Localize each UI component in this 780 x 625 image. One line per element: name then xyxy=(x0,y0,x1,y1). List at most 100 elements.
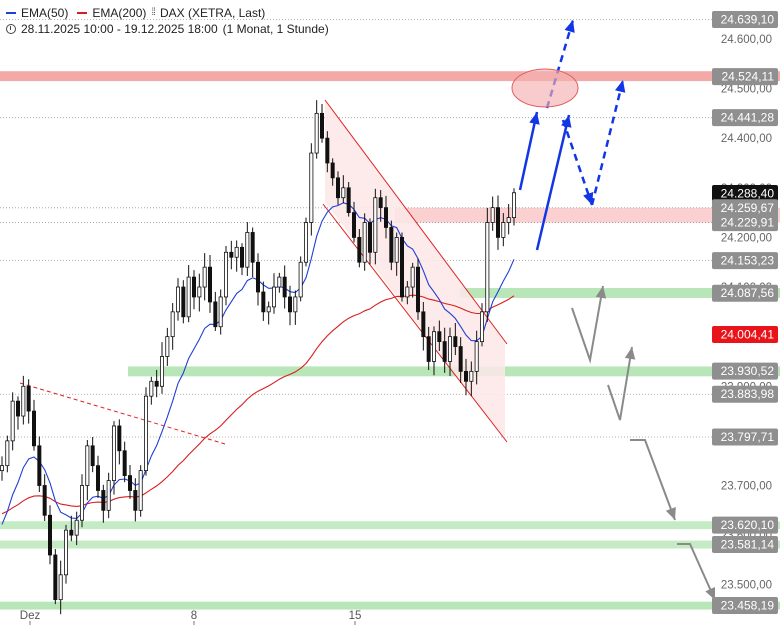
date-range: 28.11.2025 10:00 - 19.12.2025 18:00 xyxy=(21,22,218,36)
axis-tick-9: 23.700,00 xyxy=(721,481,772,493)
arrow-blue-dashed-down-head xyxy=(583,192,594,205)
time-axis: Dez 8 15 xyxy=(20,610,362,625)
falling-channel xyxy=(322,99,508,443)
arrow-blue-dashed-up-head xyxy=(564,20,575,33)
candle-body-80 xyxy=(426,336,431,362)
zone-5 xyxy=(0,540,780,549)
price-badges: 24.639,1024.524,1124.441,2824.288,4024.2… xyxy=(712,11,778,614)
candle-body-47 xyxy=(250,232,255,263)
candle-body-46 xyxy=(245,232,250,268)
candle-body-1 xyxy=(5,440,10,467)
arrow-grey-1 xyxy=(571,285,604,364)
badge-text-9: 23.930,52 xyxy=(721,364,775,378)
candle-body-76 xyxy=(405,286,410,298)
candle-body-30 xyxy=(159,356,164,387)
badge-bg-0 xyxy=(712,11,778,29)
candle-body-2 xyxy=(10,400,15,442)
candle-body-63 xyxy=(335,177,340,199)
candle-body-37 xyxy=(197,286,202,298)
candle-body-50 xyxy=(266,306,271,313)
badge-text-2: 24.441,28 xyxy=(721,111,775,125)
arrow-grey-3 xyxy=(630,439,676,521)
candle-body-77 xyxy=(410,266,415,288)
clock-icon xyxy=(6,24,16,34)
candle-body-13 xyxy=(69,529,74,536)
candle-body-81 xyxy=(431,331,436,362)
candle-body-85 xyxy=(453,336,458,347)
candle-body-86 xyxy=(458,346,463,372)
candles xyxy=(0,100,517,615)
arrow-grey-3-head xyxy=(665,507,676,520)
badge-text-11: 23.797,71 xyxy=(721,430,775,444)
arrow-blue-up-2 xyxy=(535,114,571,251)
ema50-swatch xyxy=(6,12,16,14)
candle-body-95 xyxy=(506,217,511,223)
badge-text-10: 23.883,98 xyxy=(721,387,775,401)
candle-body-75 xyxy=(399,237,404,298)
candle-body-28 xyxy=(149,380,154,397)
arrow-blue-up-1 xyxy=(518,111,539,191)
candle-body-35 xyxy=(186,276,191,318)
candle-body-33 xyxy=(175,286,180,313)
badge-text-3: 24.288,40 xyxy=(721,187,775,201)
candle-body-41 xyxy=(218,296,223,328)
zone-6 xyxy=(0,601,780,610)
x-tick-2: 15 xyxy=(349,610,362,622)
channel-upper-line xyxy=(324,99,508,345)
badge-bg-8 xyxy=(712,325,778,343)
candle-body-64 xyxy=(341,187,346,199)
zone-4 xyxy=(0,521,780,530)
badge-bg-4 xyxy=(712,199,778,217)
candle-body-65 xyxy=(346,187,351,213)
badge-text-8: 24.004,41 xyxy=(721,327,775,341)
candle-body-17 xyxy=(90,445,95,467)
x-tick-1: 8 xyxy=(191,610,197,622)
candle-body-73 xyxy=(389,227,394,263)
badge-bg-2 xyxy=(712,109,778,127)
badge-text-6: 24.153,23 xyxy=(721,254,775,268)
candle-body-94 xyxy=(501,222,506,238)
target-ellipse xyxy=(511,68,579,108)
chart-legend: EMA(50) EMA(200) ⁞⁞ DAX (XETRA, Last) 28… xyxy=(6,5,329,37)
candle-body-87 xyxy=(463,370,468,382)
axis-tick-1: 24.500,00 xyxy=(721,84,772,96)
arrow-grey-2-head xyxy=(624,347,636,360)
candle-body-11 xyxy=(58,574,63,601)
ema50-label: EMA(50) xyxy=(21,6,69,20)
candle-body-88 xyxy=(469,370,474,382)
trendline-dashed xyxy=(19,382,226,445)
arrow-grey-2 xyxy=(607,346,633,421)
badge-text-7: 24.087,56 xyxy=(721,286,775,300)
candle-body-58 xyxy=(309,152,314,223)
candle-body-18 xyxy=(96,465,101,491)
candle-body-61 xyxy=(325,137,330,164)
candle-body-8 xyxy=(42,485,47,516)
candle-body-91 xyxy=(485,222,490,313)
candle-body-29 xyxy=(154,380,159,387)
badge-text-14: 23.458,19 xyxy=(721,598,775,612)
candle-body-57 xyxy=(303,222,308,263)
candle-body-10 xyxy=(53,554,58,601)
candle-body-49 xyxy=(261,291,266,313)
badge-text-0: 24.639,10 xyxy=(721,13,775,27)
badge-text-4: 24.259,67 xyxy=(721,201,775,215)
arrow-blue-dashed-up-2 xyxy=(590,79,625,206)
axis-tick-2: 24.400,00 xyxy=(721,133,772,145)
candle-body-34 xyxy=(181,286,186,318)
candle-body-67 xyxy=(357,237,362,263)
x-tick-0: Dez xyxy=(20,610,41,622)
channel-shading xyxy=(325,100,505,440)
candle-body-68 xyxy=(362,222,367,263)
candle-body-6 xyxy=(32,410,37,447)
axis-tick-11: 23.500,00 xyxy=(721,580,772,592)
badge-bg-5 xyxy=(712,214,778,232)
candle-body-44 xyxy=(234,246,239,258)
axis-tick-4: 24.200,00 xyxy=(721,232,772,244)
candle-body-36 xyxy=(191,276,196,298)
candle-body-9 xyxy=(48,514,53,556)
candle-body-40 xyxy=(213,301,218,328)
arrow-grey-4 xyxy=(677,543,716,601)
candle-body-66 xyxy=(351,212,356,238)
badge-bg-13 xyxy=(712,535,778,553)
